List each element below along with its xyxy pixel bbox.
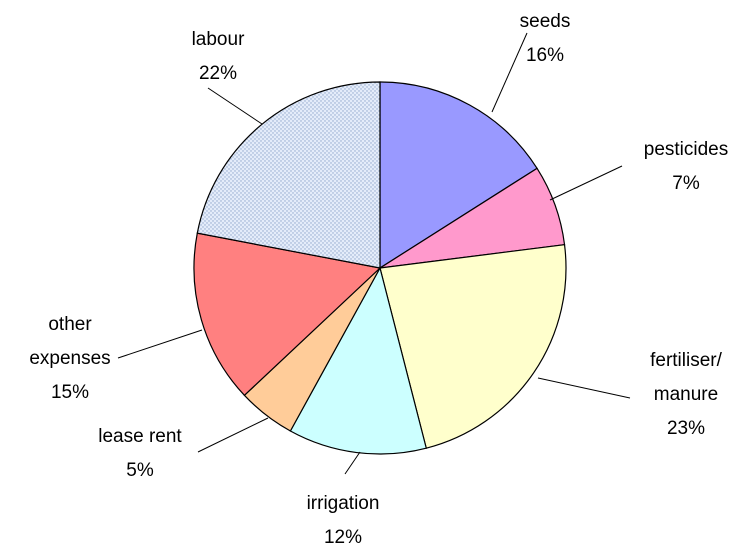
value-label: 15% <box>51 382 89 403</box>
leader-line <box>197 417 269 453</box>
leader-line <box>491 32 528 113</box>
category-label: fertiliser/manure <box>650 350 723 405</box>
category-label: lease rent <box>98 426 182 447</box>
leader-line <box>537 377 631 399</box>
value-label: 22% <box>199 63 237 84</box>
category-label: labour <box>192 29 245 50</box>
value-label: 16% <box>526 45 564 66</box>
value-label: 12% <box>324 527 362 544</box>
value-label: 23% <box>667 418 705 439</box>
pie-slice <box>379 244 567 449</box>
leader-line <box>207 87 263 125</box>
value-label: 7% <box>672 173 700 194</box>
leader-line <box>117 329 203 359</box>
category-label: pesticides <box>644 139 729 160</box>
leader-line <box>344 451 361 475</box>
pie-slice <box>289 266 427 455</box>
value-label: 5% <box>126 460 154 481</box>
pie-slice <box>193 232 382 397</box>
category-label: irrigation <box>307 493 380 514</box>
category-label: other expenses <box>29 314 110 369</box>
leader-line <box>549 165 623 201</box>
pie-slice <box>196 81 381 269</box>
pie-slice <box>379 81 538 270</box>
category-label: seeds <box>520 11 571 32</box>
